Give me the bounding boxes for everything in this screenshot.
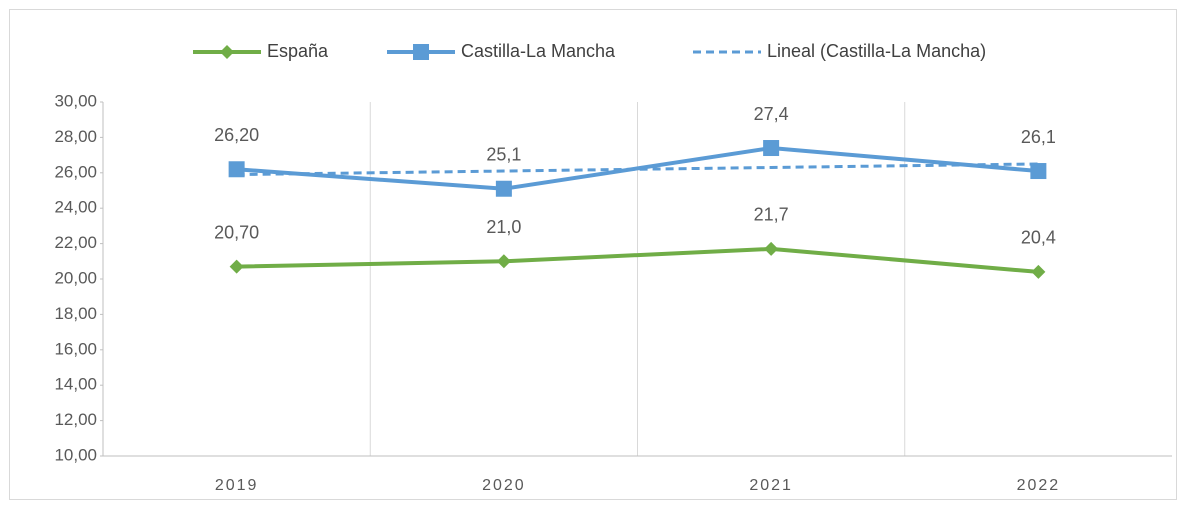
data-label: 20,70 (214, 222, 259, 242)
y-tick-label: 26,00 (54, 162, 97, 181)
y-tick-label: 20,00 (54, 268, 97, 287)
legend-label: España (267, 41, 329, 61)
y-tick-label: 24,00 (54, 198, 97, 217)
marker (1031, 264, 1046, 279)
y-tick-label: 12,00 (54, 410, 97, 429)
chart-border (9, 9, 1177, 500)
series-line (236, 146, 1039, 191)
y-tick-label: 30,00 (54, 91, 97, 110)
marker (1030, 163, 1047, 180)
data-label: 20,4 (1021, 228, 1056, 248)
marker (495, 180, 512, 197)
marker (496, 254, 511, 269)
x-tick-label: 2021 (749, 477, 793, 494)
data-label: 21,0 (486, 217, 521, 237)
marker (763, 140, 780, 157)
x-tick-label: 2020 (482, 477, 526, 494)
x-tick-label: 2019 (215, 477, 259, 494)
x-tick-label: 2022 (1017, 477, 1061, 494)
data-label: 21,7 (754, 205, 789, 225)
y-tick-label: 22,00 (54, 233, 97, 252)
data-label: 26,1 (1021, 127, 1056, 147)
data-label: 27,4 (754, 104, 789, 124)
series-line (236, 162, 1039, 177)
y-tick-label: 14,00 (54, 375, 97, 394)
data-label: 26,20 (214, 125, 259, 145)
marker (764, 241, 779, 256)
marker (413, 44, 429, 60)
legend-label: Castilla-La Mancha (461, 41, 616, 61)
y-tick-label: 18,00 (54, 304, 97, 323)
y-tick-label: 16,00 (54, 339, 97, 358)
marker (220, 45, 234, 59)
y-tick-label: 28,00 (54, 127, 97, 146)
series-line (236, 246, 1039, 274)
data-label: 25,1 (486, 144, 521, 164)
y-tick-label: 10,00 (54, 445, 97, 464)
legend-label: Lineal (Castilla-La Mancha) (767, 41, 986, 61)
marker (229, 259, 244, 274)
